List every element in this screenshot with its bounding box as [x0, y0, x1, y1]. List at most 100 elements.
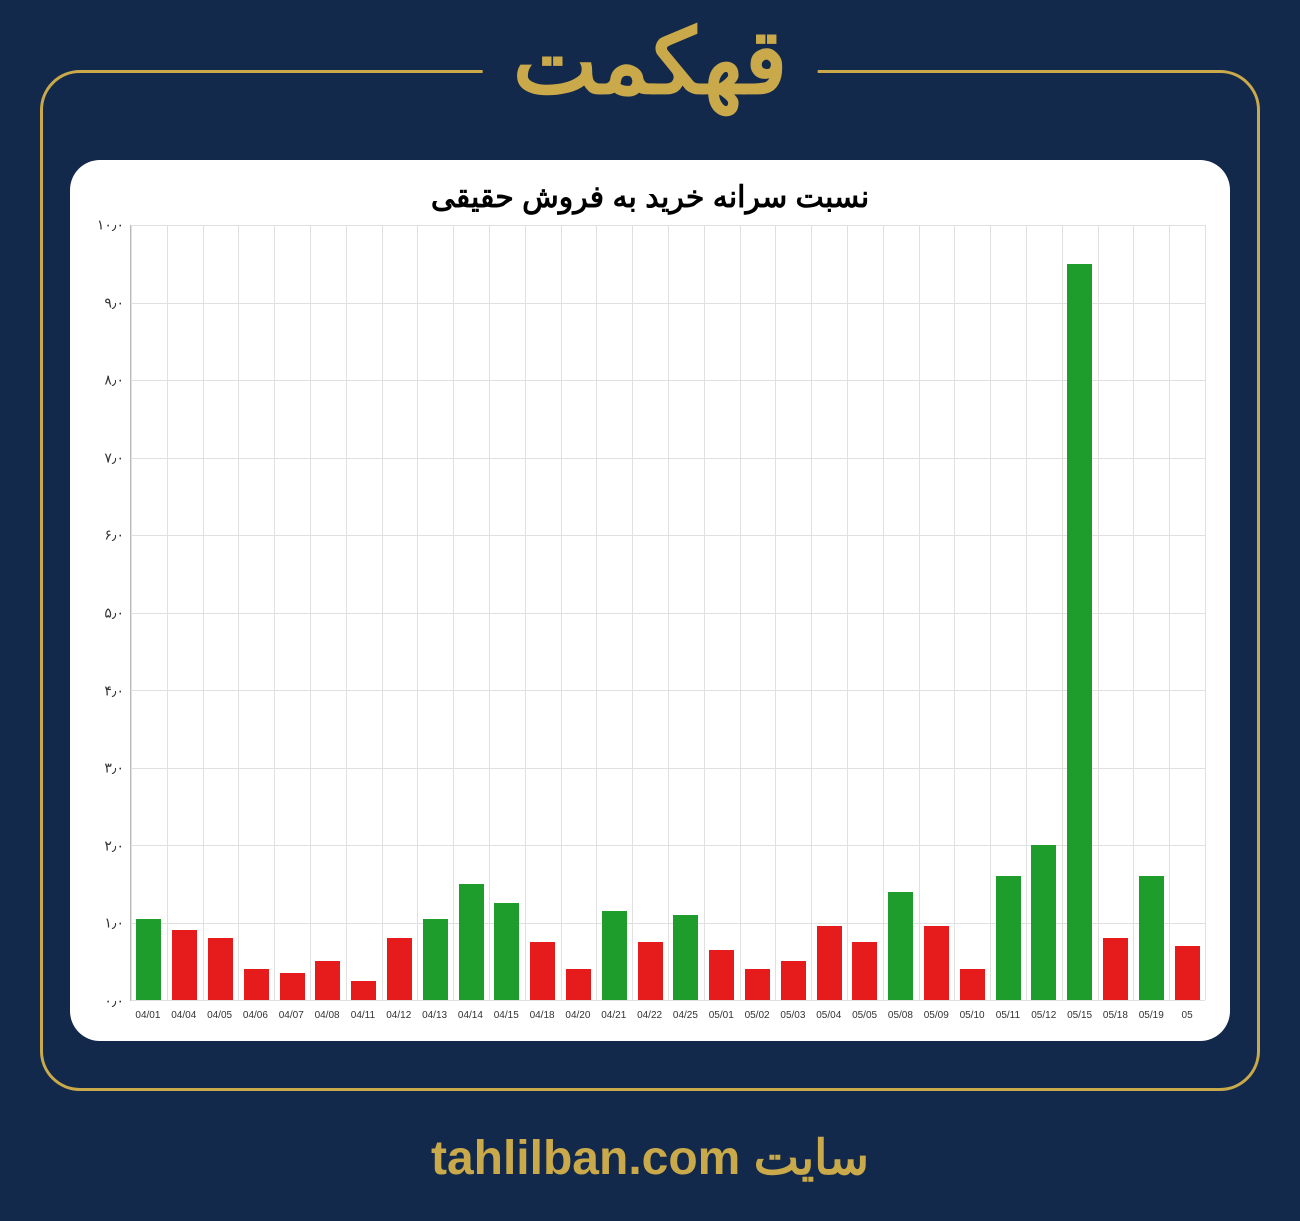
chart-bar [459, 884, 484, 1000]
x-tick-label: 04/12 [386, 1010, 411, 1021]
gridline-v [167, 225, 168, 1000]
gridline-v [238, 225, 239, 1000]
gridline-v [811, 225, 812, 1000]
gridline-v [1205, 225, 1206, 1000]
y-tick-label: ۰٫۰ [90, 993, 128, 1010]
y-tick-label: ۲٫۰ [90, 837, 128, 854]
x-tick-label: 04/05 [207, 1010, 232, 1021]
chart-bar [387, 938, 412, 1000]
gridline-v [632, 225, 633, 1000]
gridline-v [704, 225, 705, 1000]
x-tick-label: 05/09 [924, 1010, 949, 1021]
y-tick-label: ۶٫۰ [90, 527, 128, 544]
gridline-v [382, 225, 383, 1000]
chart-bar [1175, 946, 1200, 1000]
y-tick-label: ۵٫۰ [90, 605, 128, 622]
x-tick-label: 05/05 [852, 1010, 877, 1021]
gridline-v [1133, 225, 1134, 1000]
y-tick-label: ۷٫۰ [90, 449, 128, 466]
x-tick-label: 05/03 [780, 1010, 805, 1021]
x-tick-label: 04/08 [315, 1010, 340, 1021]
gridline-v [740, 225, 741, 1000]
gridline-v [131, 225, 132, 1000]
gridline-v [596, 225, 597, 1000]
gridline-v [954, 225, 955, 1000]
chart-plot [130, 225, 1205, 1001]
footer-label: سایت [754, 1132, 869, 1185]
chart-bar [208, 938, 233, 1000]
chart-bar [530, 942, 555, 1000]
x-tick-label: 04/07 [279, 1010, 304, 1021]
chart-bar [136, 919, 161, 1000]
gridline-v [1169, 225, 1170, 1000]
chart-bar [602, 911, 627, 1000]
chart-bar [280, 973, 305, 1000]
y-tick-label: ۸٫۰ [90, 372, 128, 389]
chart-bar [1031, 845, 1056, 1000]
chart-bar [351, 981, 376, 1000]
chart-bar [781, 961, 806, 1000]
chart-title: نسبت سرانه خرید به فروش حقیقی [90, 180, 1210, 215]
gridline-v [883, 225, 884, 1000]
chart-bar [315, 961, 340, 1000]
x-tick-label: 04/14 [458, 1010, 483, 1021]
gridline-v [847, 225, 848, 1000]
chart-area: ۰٫۰۱٫۰۲٫۰۳٫۰۴٫۰۵٫۰۶٫۰۷٫۰۸٫۰۹٫۰۱۰٫۰ 04/01… [90, 225, 1210, 1026]
x-tick-label: 04/18 [530, 1010, 555, 1021]
x-tick-label: 04/06 [243, 1010, 268, 1021]
gridline-h [131, 1000, 1205, 1001]
footer-credit: سایت tahlilban.com [411, 1130, 889, 1186]
gridline-v [453, 225, 454, 1000]
y-tick-label: ۹٫۰ [90, 294, 128, 311]
y-tick-label: ۳٫۰ [90, 760, 128, 777]
x-tick-label: 05/01 [709, 1010, 734, 1021]
x-tick-label: 05/15 [1067, 1010, 1092, 1021]
chart-bar [172, 930, 197, 1000]
chart-bar [423, 919, 448, 1000]
chart-panel: نسبت سرانه خرید به فروش حقیقی ۰٫۰ ۱٫۰ ۲٫۰ ۳… [70, 160, 1230, 1041]
chart-bar [1103, 938, 1128, 1000]
x-tick-label: 04/11 [351, 1010, 375, 1021]
gridline-v [561, 225, 562, 1000]
chart-bar [817, 926, 842, 1000]
chart-bar [638, 942, 663, 1000]
gridline-v [310, 225, 311, 1000]
x-tick-label: 05/02 [745, 1010, 770, 1021]
gridline-v [1026, 225, 1027, 1000]
x-tick-label: 04/13 [422, 1010, 447, 1021]
gridline-v [274, 225, 275, 1000]
chart-bar [888, 892, 913, 1001]
x-tick-label: 04/25 [673, 1010, 698, 1021]
chart-bar [566, 969, 591, 1000]
x-tick-label: 05/11 [996, 1010, 1020, 1021]
gridline-v [346, 225, 347, 1000]
gridline-v [1098, 225, 1099, 1000]
chart-bar [924, 926, 949, 1000]
x-tick-label: 05/08 [888, 1010, 913, 1021]
chart-bar [852, 942, 877, 1000]
y-tick-label: ۱٫۰ [90, 915, 128, 932]
x-tick-label: 05/19 [1139, 1010, 1164, 1021]
gridline-v [990, 225, 991, 1000]
x-tick-label: 05/10 [960, 1010, 985, 1021]
x-tick-label: 05/04 [816, 1010, 841, 1021]
gridline-v [668, 225, 669, 1000]
gridline-v [525, 225, 526, 1000]
chart-bar [1139, 876, 1164, 1000]
gridline-v [489, 225, 490, 1000]
y-tick-label: ۱۰٫۰ [90, 217, 128, 234]
footer-site: tahlilban.com [431, 1132, 740, 1185]
chart-bar [745, 969, 770, 1000]
x-tick-label: 04/04 [171, 1010, 196, 1021]
chart-bar [494, 903, 519, 1000]
chart-bar [960, 969, 985, 1000]
x-tick-label: 04/15 [494, 1010, 519, 1021]
gridline-v [775, 225, 776, 1000]
gridline-v [203, 225, 204, 1000]
gridline-v [417, 225, 418, 1000]
x-tick-label: 04/22 [637, 1010, 662, 1021]
chart-bar [673, 915, 698, 1000]
x-tick-label: 04/20 [565, 1010, 590, 1021]
x-tick-label: 04/01 [135, 1010, 160, 1021]
chart-bar [996, 876, 1021, 1000]
